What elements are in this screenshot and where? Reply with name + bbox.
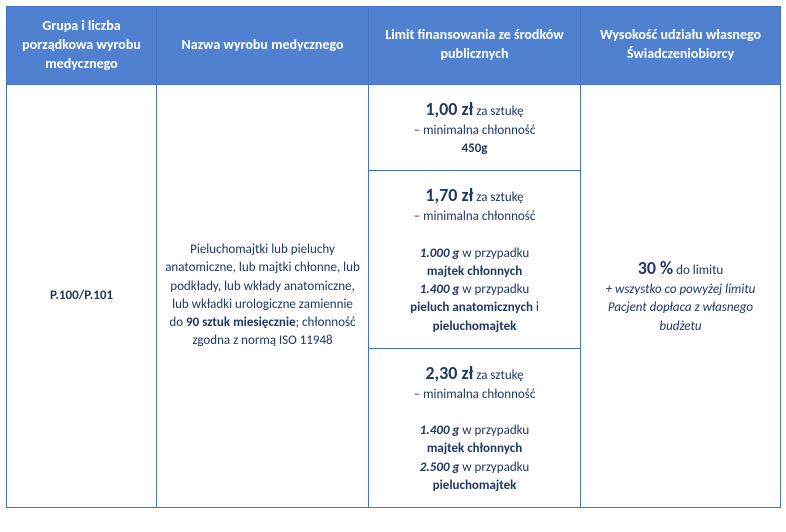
own-share-cell: 30 % do limitu + wszystko co powyżej lim… <box>581 84 781 507</box>
header-own-share: Wysokość udziału własnego Świadczeniobio… <box>581 7 781 85</box>
tier-price: 1,70 zł <box>425 184 473 206</box>
product-name-cell: Pieluchomajtki lub pieluchy anatomiczne,… <box>157 84 369 507</box>
table-header-row: Grupa i liczba porządkowa wyrobu medyczn… <box>7 7 781 85</box>
funding-tier-2: 1,70 zł za sztukę – minimalna chłonność … <box>369 171 581 349</box>
header-group: Grupa i liczba porządkowa wyrobu medyczn… <box>7 7 157 85</box>
tier-text: w przypadku <box>459 460 529 475</box>
tier-text: w przypadku <box>459 423 529 438</box>
tier-bold: pieluchomajtek <box>433 478 517 493</box>
header-product-name: Nazwa wyrobu medycznego <box>157 7 369 85</box>
tier-bold-a: pieluch anatomicznych <box>410 300 533 315</box>
own-share-note: + wszystko co powyżej limitu Pacjent dop… <box>606 282 756 333</box>
tier-weight: 450g <box>462 141 488 156</box>
tier-price: 2,30 zł <box>425 362 473 384</box>
tier-weight: 2.500 g <box>420 460 460 475</box>
funding-tier-1: 1,00 zł za sztukę – minimalna chłonność … <box>369 84 581 171</box>
tier-conj: i <box>533 300 539 315</box>
tier-text: w przypadku <box>459 282 529 297</box>
tier-text: w przypadku <box>459 246 529 261</box>
tier-per-unit: za sztukę <box>473 368 523 383</box>
funding-tier-3: 2,30 zł za sztukę – minimalna chłonność … <box>369 348 581 507</box>
tier-min-label: – minimalna chłonność <box>414 123 536 138</box>
header-funding-limit: Limit finansowania ze środków publicznyc… <box>369 7 581 85</box>
table-row: P.100/P.101 Pieluchomajtki lub pieluchy … <box>7 84 781 171</box>
tier-min-label: – minimalna chłonność <box>414 209 536 224</box>
funding-limits-table: Grupa i liczba porządkowa wyrobu medyczn… <box>6 6 781 508</box>
own-share-pct-suffix: do limitu <box>673 263 723 278</box>
tier-bold: majtek chłonnych <box>427 264 522 279</box>
tier-weight: 1.400 g <box>420 423 460 438</box>
tier-min-label: – minimalna chłonność <box>414 387 536 402</box>
tier-bold-b: pieluchomajtek <box>433 319 517 334</box>
tier-per-unit: za sztukę <box>473 104 523 119</box>
tier-bold: majtek chłonnych <box>427 441 522 456</box>
product-code: P.100/P.101 <box>7 84 157 507</box>
tier-price: 1,00 zł <box>425 98 473 120</box>
own-share-pct: 30 % <box>638 257 673 279</box>
product-name-quantity: 90 sztuk miesięcznie <box>186 315 296 330</box>
tier-weight: 1.000 g <box>420 246 460 261</box>
tier-weight: 1.400 g <box>420 282 460 297</box>
tier-per-unit: za sztukę <box>473 190 523 205</box>
